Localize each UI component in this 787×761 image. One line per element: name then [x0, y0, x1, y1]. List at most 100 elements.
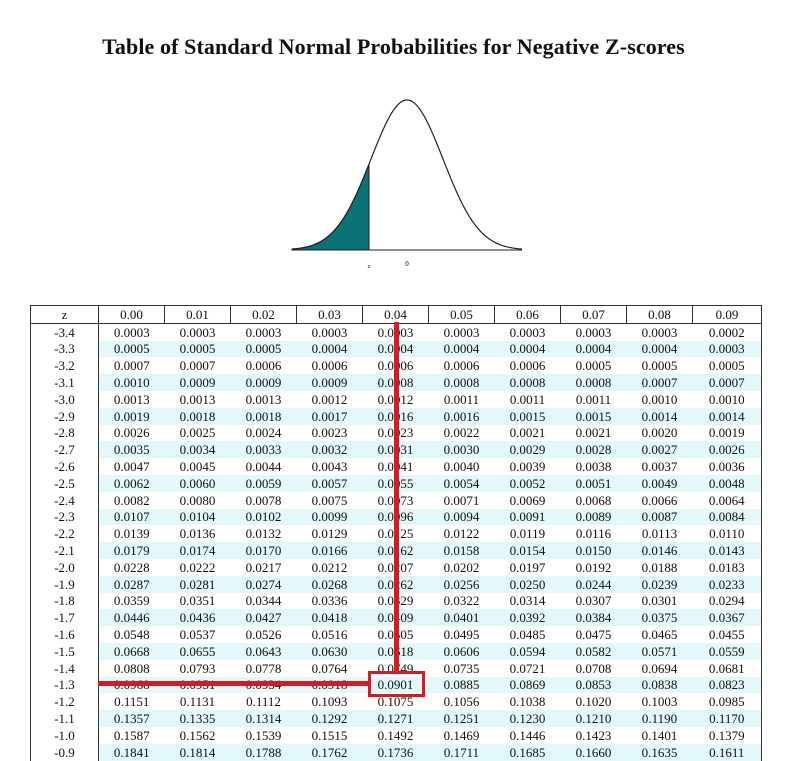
z-value-cell: -2.8 [30, 424, 99, 442]
probability-cell: 0.0113 [641, 526, 678, 542]
table-row: -1.80.03590.03510.03440.03360.03290.0322… [30, 592, 762, 610]
probability-cell: 0.0009 [230, 374, 297, 391]
probability-cell: 0.0004 [626, 340, 693, 358]
probability-cell: 0.0094 [428, 508, 495, 526]
probability-cell: 0.0485 [509, 627, 546, 643]
probability-cell: 0.0823 [692, 676, 762, 694]
table-row: -2.70.00350.00340.00330.00320.00310.0030… [30, 441, 762, 459]
probability-cell: 0.0985 [692, 693, 762, 711]
probability-cell: 0.1685 [494, 743, 561, 761]
probability-cell: 0.0239 [626, 575, 693, 593]
probability-cell: 0.0007 [692, 374, 762, 391]
probability-cell: 0.0089 [560, 508, 627, 526]
column-header: 0.01 [164, 305, 231, 324]
probability-cell: 0.0256 [428, 575, 495, 593]
probability-cell: 0.0455 [692, 626, 762, 643]
probability-cell: 0.0032 [296, 441, 363, 459]
probability-cell: 0.0006 [509, 358, 546, 374]
probability-cell: 0.0139 [113, 526, 150, 542]
z-value-cell: -1.0 [30, 726, 99, 744]
probability-cell: 0.0010 [98, 374, 165, 391]
probability-cell: 0.0708 [575, 660, 612, 676]
probability-cell: 0.0005 [98, 340, 165, 358]
probability-cell: 0.0013 [113, 391, 150, 407]
probability-cell: 0.0004 [494, 340, 561, 358]
probability-cell: 0.0764 [311, 660, 348, 676]
probability-cell: 0.0013 [179, 391, 216, 407]
probability-cell: 0.0003 [641, 324, 678, 340]
probability-cell: 0.1003 [641, 694, 678, 710]
z-value-cell: -2.3 [30, 508, 99, 526]
probability-cell: 0.0571 [626, 642, 693, 660]
probability-cell: 0.0475 [575, 627, 612, 643]
probability-cell: 0.0047 [113, 459, 150, 475]
probability-cell: 0.0064 [692, 491, 762, 509]
z-value-cell: -1.9 [30, 575, 99, 593]
probability-cell: 0.1711 [428, 743, 495, 761]
z-value-cell: -1.3 [30, 676, 99, 694]
z-value-cell: -3.0 [30, 390, 99, 408]
column-header: 0.08 [626, 305, 693, 324]
probability-cell: 0.0778 [245, 660, 282, 676]
probability-cell: 0.0853 [560, 676, 627, 694]
probability-cell: 0.0233 [692, 575, 762, 593]
highlight-row-line [98, 681, 368, 686]
probability-cell: 0.0559 [692, 642, 762, 660]
probability-cell: 0.0039 [509, 459, 546, 475]
probability-cell: 0.1814 [164, 743, 231, 761]
probability-cell: 0.0007 [626, 374, 693, 391]
z-value-cell: -3.2 [30, 357, 99, 375]
probability-cell: 0.0030 [428, 441, 495, 459]
probability-cell: 0.0021 [509, 425, 546, 441]
z-value-cell: -0.9 [30, 743, 99, 761]
probability-cell: 0.0838 [626, 676, 693, 694]
probability-cell: 0.0080 [179, 492, 216, 508]
probability-cell: 0.0025 [179, 425, 216, 441]
probability-cell: 0.1736 [362, 743, 429, 761]
table-row: -1.0 0.1587 0.1562 0.1539 0.1515 0.1492 0.1469… [30, 726, 762, 744]
probability-cell: 0.0244 [560, 575, 627, 593]
page-title: Table of Standard Normal Probabilities f… [102, 34, 685, 59]
probability-cell: 0.0015 [560, 407, 627, 425]
table-row: -3.00.00130.00130.00130.00120.00120.0011… [30, 390, 762, 408]
probability-cell: 0.0005 [230, 340, 297, 358]
probability-cell: 0.0010 [692, 390, 762, 408]
probability-cell: 0.1210 [560, 710, 627, 727]
probability-cell: 0.0043 [311, 459, 348, 475]
probability-cell: 0.0019 [98, 407, 165, 425]
probability-cell: 0.0069 [509, 492, 546, 508]
probability-cell: 0.0526 [245, 627, 282, 643]
z-value-cell: -2.1 [30, 542, 99, 559]
highlight-column-line [394, 322, 399, 672]
probability-cell: 0.0495 [443, 627, 480, 643]
probability-cell: 0.1539 [245, 727, 282, 743]
probability-cell: 0.1492 [377, 727, 414, 743]
probability-cell: 0.0003 [245, 324, 282, 340]
probability-cell: 0.0068 [575, 492, 612, 508]
probability-cell: 0.0008 [428, 374, 495, 391]
probability-cell: 0.1314 [230, 710, 297, 727]
probability-cell: 0.0427 [230, 609, 297, 627]
probability-cell: 0.1335 [164, 710, 231, 727]
probability-cell: 0.1515 [311, 727, 348, 743]
normal-curve-figure: z 0 [270, 82, 550, 272]
probability-cell: 0.1131 [179, 694, 216, 710]
probability-cell: 0.0021 [575, 425, 612, 441]
probability-cell: 0.0051 [560, 474, 627, 492]
probability-cell: 0.0268 [296, 575, 363, 593]
table-row: -3.4 0.0003 0.0003 0.0003 0.0003 0.0003 0.0003… [30, 323, 762, 341]
probability-cell: 0.0008 [494, 374, 561, 391]
z-value-cell: -2.2 [30, 525, 99, 543]
probability-cell: 0.0808 [113, 660, 150, 676]
probability-cell: 0.0418 [296, 609, 363, 627]
probability-cell: 0.0110 [692, 525, 762, 543]
probability-cell: 0.0082 [113, 492, 150, 508]
probability-cell: 0.0197 [509, 559, 546, 575]
probability-cell: 0.0174 [164, 542, 231, 559]
probability-cell: 0.0023 [311, 425, 348, 441]
probability-cell: 0.0010 [641, 391, 678, 407]
probability-cell: 0.0314 [509, 593, 546, 609]
probability-cell: 0.0465 [641, 627, 678, 643]
table-row: -2.60.00470.00450.00440.00430.00410.0040… [30, 458, 762, 475]
table-row: -1.40.08080.07930.07780.07640.07490.0735… [30, 659, 762, 677]
